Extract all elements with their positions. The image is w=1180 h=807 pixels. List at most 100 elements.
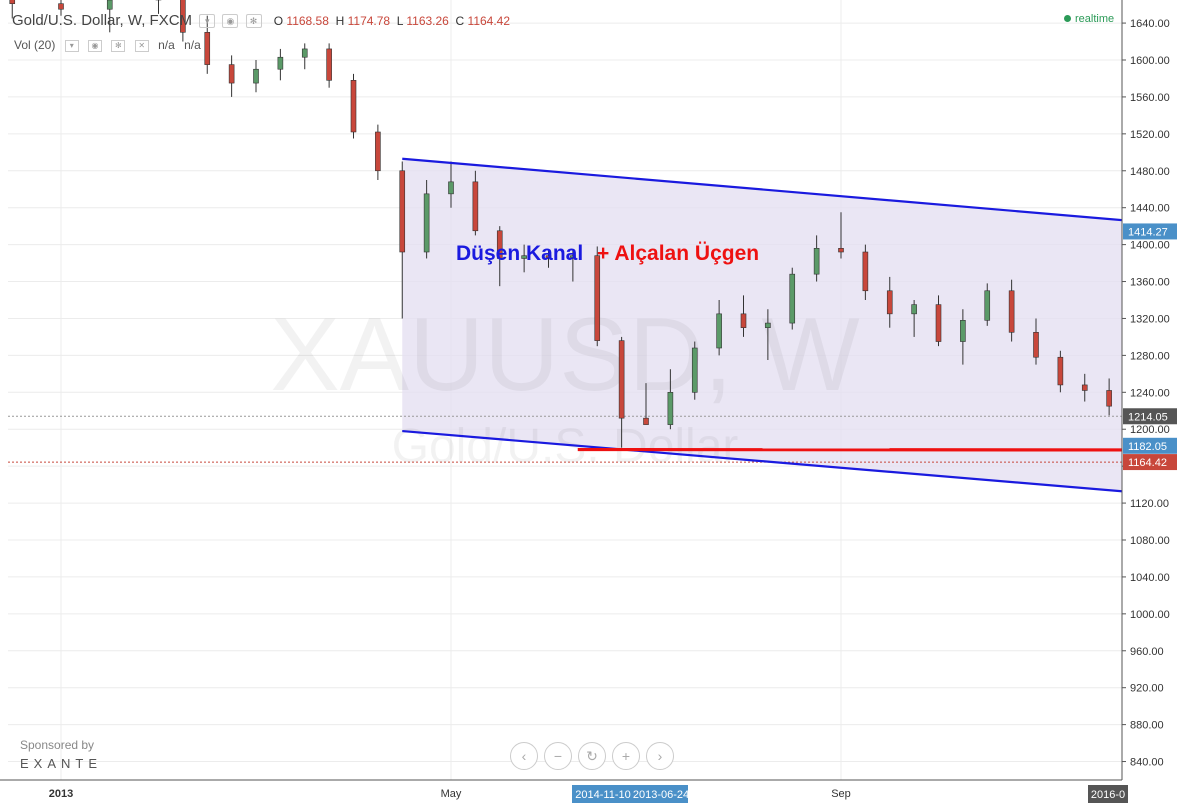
y-tick-label: 1400.00 xyxy=(1130,240,1170,252)
price-tag xyxy=(1123,437,1177,454)
candle xyxy=(813,235,820,282)
candle xyxy=(594,246,601,347)
volume-label[interactable]: Vol (20) xyxy=(14,38,56,52)
candle xyxy=(155,0,162,14)
candle-body xyxy=(862,251,869,292)
y-tick-label: 880.00 xyxy=(1130,720,1164,732)
channel-fill xyxy=(402,158,1180,497)
candle xyxy=(350,73,357,139)
candle xyxy=(375,124,381,180)
candle-body xyxy=(375,131,381,172)
candle-body xyxy=(838,248,844,253)
candle xyxy=(228,55,235,97)
y-tick-label: 1120.00 xyxy=(1130,498,1169,510)
x-tick-label: May xyxy=(441,788,462,800)
candles xyxy=(9,0,1112,448)
volume-value-2: n/a xyxy=(184,38,201,52)
candle-body xyxy=(301,48,308,58)
zoom-out-icon[interactable]: − xyxy=(544,742,572,770)
y-tick-label: 1480.00 xyxy=(1130,166,1170,178)
candle xyxy=(399,161,406,319)
y-tick-label: 1040.00 xyxy=(1130,572,1170,584)
candle xyxy=(960,309,966,365)
symbol-title[interactable]: Gold/U.S. Dollar, W, FXCM xyxy=(12,12,193,29)
candle xyxy=(862,244,869,300)
open-value: 1168.58 xyxy=(286,14,329,28)
gear-icon[interactable]: ✻ xyxy=(245,14,262,29)
candle xyxy=(58,0,64,16)
price-axis[interactable]: 840.00 880.00 920.00 960.00 1000.00 1040.00 10… xyxy=(1121,0,1180,807)
candle-body xyxy=(423,193,430,253)
candle-body xyxy=(935,304,942,342)
x-tick-label: 2013 xyxy=(49,788,73,800)
candle xyxy=(204,15,211,74)
candle xyxy=(716,300,722,356)
y-tick-label: 1280.00 xyxy=(1130,350,1170,362)
candle-body xyxy=(618,340,625,419)
candle xyxy=(667,369,674,430)
reset-icon[interactable]: ↻ xyxy=(578,742,606,770)
candle-body xyxy=(886,290,893,315)
zoom-in-icon[interactable]: + xyxy=(612,742,640,770)
realtime-indicator: realtime xyxy=(1064,13,1114,25)
candle xyxy=(448,161,454,208)
candle xyxy=(180,0,186,42)
gear-icon[interactable]: ✻ xyxy=(111,39,126,52)
volume-value-1: n/a xyxy=(158,38,175,52)
candle-body xyxy=(1057,356,1064,386)
candle xyxy=(545,249,552,268)
price-tag-label: 1182.05 xyxy=(1128,441,1167,453)
end-date-label: 2016-0 xyxy=(1091,789,1125,801)
end-date-box xyxy=(1088,785,1128,803)
candle-body xyxy=(9,0,16,4)
candle xyxy=(1081,373,1088,402)
y-tick-label: 1320.00 xyxy=(1130,313,1170,325)
chevron-down-icon[interactable]: ▾ xyxy=(64,39,79,52)
candle-body xyxy=(326,48,332,81)
y-tick-label: 1640.00 xyxy=(1130,18,1170,30)
chevron-right-icon[interactable]: › xyxy=(646,742,674,770)
y-tick-label: 1600.00 xyxy=(1130,55,1170,67)
y-tick-label: 1240.00 xyxy=(1130,387,1170,399)
price-tag-label: 1414.27 xyxy=(1128,226,1168,238)
candle xyxy=(886,276,893,328)
svg-text:Düşen Kanal + Alçalan Üç: Düşen Kanal + Alçalan Üçgen xyxy=(456,242,759,265)
close-icon[interactable]: ✕ xyxy=(134,39,149,52)
cursor-date-box xyxy=(572,785,634,803)
candle xyxy=(935,295,942,347)
candle xyxy=(838,212,844,259)
eye-icon[interactable]: ◉ xyxy=(222,14,239,29)
candle-body xyxy=(1033,332,1039,358)
status-dot-icon xyxy=(1064,15,1071,22)
cursor-date-box xyxy=(634,785,688,803)
channel-upper-line xyxy=(402,157,1180,227)
watermark-name: Gold/U.S. Dollar xyxy=(392,420,739,473)
channel-area xyxy=(402,158,1180,497)
sponsor-label: Sponsored by xyxy=(20,738,95,752)
candle-body xyxy=(204,32,211,65)
candle xyxy=(911,300,917,337)
channel-lower-line xyxy=(402,429,1180,498)
candle-body xyxy=(716,313,722,349)
sponsor-brand[interactable]: EXANTE xyxy=(20,756,103,771)
candle xyxy=(106,0,113,33)
trendlines xyxy=(402,157,1180,498)
eye-icon[interactable]: ◉ xyxy=(88,39,103,52)
time-axis[interactable]: 2013MaySep2014MaySep2015MaySep2016May201… xyxy=(0,779,1180,807)
annotation: Düşen Kanal + Alçalan Üçgen xyxy=(456,242,759,265)
chevron-left-icon[interactable]: ‹ xyxy=(510,742,538,770)
candle xyxy=(1057,350,1064,393)
candle-body xyxy=(911,304,917,315)
volume-legend: Vol (20) ▾ ◉ ✻ ✕ n/a n/a xyxy=(14,38,207,52)
candle-body xyxy=(545,255,552,258)
candle-body xyxy=(277,56,284,70)
chevron-down-icon[interactable]: ▾ xyxy=(199,14,216,29)
candle-body xyxy=(399,170,406,253)
candle-body xyxy=(643,417,649,425)
candle-body xyxy=(253,68,259,84)
price-tag xyxy=(1123,223,1177,240)
candle-body xyxy=(180,0,186,33)
candle-body xyxy=(106,0,113,10)
low-value: 1163.26 xyxy=(406,14,449,28)
